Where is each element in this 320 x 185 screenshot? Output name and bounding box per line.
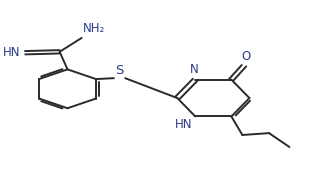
Text: N: N — [189, 63, 198, 76]
Text: O: O — [241, 50, 250, 63]
Text: S: S — [116, 64, 124, 77]
Text: HN: HN — [3, 46, 20, 59]
Text: NH₂: NH₂ — [83, 22, 105, 35]
Text: HN: HN — [175, 118, 192, 131]
